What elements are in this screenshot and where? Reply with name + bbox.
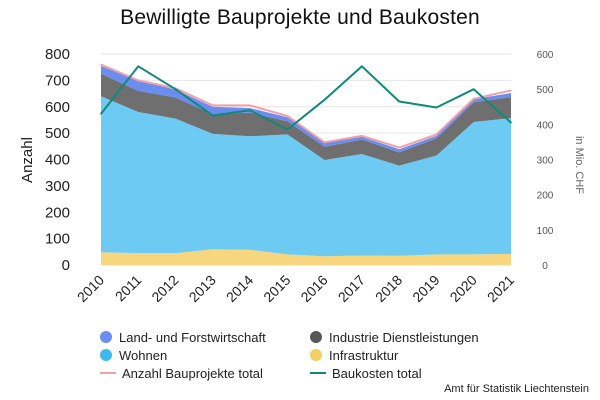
chart-plot: Anzahl in Mio. CHF 0 100 200 300 400 500 600 70… — [19, 46, 585, 305]
x-tick-label: 2016 — [297, 272, 330, 305]
line-point — [286, 115, 289, 117]
line-point — [435, 106, 438, 109]
line-point — [137, 65, 140, 68]
y2-tick-label: 400 — [537, 120, 554, 131]
area-layer — [101, 65, 511, 265]
legend-label: Infrastruktur — [329, 348, 399, 363]
area-series-0 — [101, 249, 511, 265]
line-point — [472, 98, 475, 100]
y-tick-label: 800 — [45, 46, 70, 63]
line-point — [323, 141, 326, 144]
line-point — [137, 79, 140, 82]
line-point — [398, 100, 400, 103]
line-point — [100, 63, 102, 66]
legend-item[interactable]: Anzahl Bauprojekte total — [100, 366, 263, 381]
x-tick-label: 2013 — [186, 272, 219, 305]
y-tick-label: 200 — [45, 204, 70, 221]
line-point — [212, 104, 214, 107]
legend-dot-swatch — [310, 349, 322, 361]
source-note: Amt für Statistik Liechtenstein — [444, 383, 589, 395]
line-point — [361, 65, 363, 68]
legend-dot-swatch — [100, 331, 112, 343]
y2-tick-label: 600 — [537, 50, 554, 61]
line-point — [323, 98, 326, 101]
legend-item[interactable]: Baukosten total — [310, 366, 422, 381]
line-point — [249, 109, 251, 112]
line-point — [435, 133, 438, 136]
x-tick-label: 2012 — [148, 272, 181, 305]
legend-dot-swatch — [310, 331, 322, 343]
y2-tick-label: 100 — [537, 226, 554, 237]
legend-item[interactable]: Wohnen — [100, 348, 167, 363]
y2-tick-label: 200 — [537, 191, 554, 202]
chart-title: Bewilligte Bauprojekte und Baukosten — [120, 6, 480, 29]
line-point — [212, 114, 214, 117]
line-point — [100, 112, 102, 115]
x-tick-label: 2014 — [223, 272, 256, 305]
line-point — [398, 146, 400, 149]
y-axis-label: Anzahl — [19, 137, 36, 183]
area-series-2 — [101, 73, 511, 166]
y2-tick-label: 0 — [542, 261, 548, 272]
line-point — [510, 121, 512, 124]
x-tick-label: 2020 — [447, 272, 480, 305]
y-tick-label: 700 — [45, 72, 70, 89]
legend-label: Wohnen — [119, 348, 168, 363]
y2-axis-label: in Mio. CHF — [573, 136, 585, 194]
line-point — [361, 134, 363, 137]
x-tick-label: 2015 — [260, 272, 293, 305]
legend-line-swatch — [310, 372, 326, 374]
line-series-0 — [100, 63, 512, 149]
y-tick-label: 500 — [45, 125, 70, 142]
x-tick-label: 2018 — [372, 272, 405, 305]
legend-label: Baukosten total — [332, 366, 422, 381]
legend-label: Industrie Dienstleistungen — [329, 330, 479, 345]
legend-label: Anzahl Bauprojekte total — [122, 366, 263, 381]
line-point — [286, 128, 289, 131]
line-layer — [100, 63, 512, 149]
legend-item[interactable]: Land- und Forstwirtschaft — [100, 330, 266, 345]
x-tick-label: 2017 — [335, 272, 368, 305]
y-tick-label: 300 — [45, 178, 70, 195]
y2-tick-label: 500 — [537, 85, 554, 96]
x-tick-label: 2021 — [484, 272, 517, 305]
y-tick-label: 600 — [45, 99, 70, 116]
line-point — [472, 88, 475, 90]
y-tick-label: 100 — [45, 231, 70, 248]
legend-item[interactable]: Infrastruktur — [310, 348, 398, 363]
x-tick-label: 2011 — [112, 272, 145, 305]
legend-line-swatch — [100, 372, 116, 374]
line-series-1 — [100, 65, 512, 131]
legend-item[interactable]: Industrie Dienstleistungen — [310, 330, 479, 345]
line-point — [174, 88, 177, 90]
y2-tick-label: 300 — [537, 156, 554, 167]
y-tick-label: 0 — [62, 257, 70, 274]
legend-dot-swatch — [100, 349, 112, 361]
area-series-1 — [101, 96, 511, 257]
line-point — [510, 89, 512, 92]
x-tick-label: 2019 — [409, 272, 442, 305]
line-point — [249, 104, 251, 107]
legend-label: Land- und Forstwirtschaft — [119, 330, 266, 345]
x-tick-label: 2010 — [74, 272, 107, 305]
y-tick-label: 400 — [45, 152, 70, 169]
